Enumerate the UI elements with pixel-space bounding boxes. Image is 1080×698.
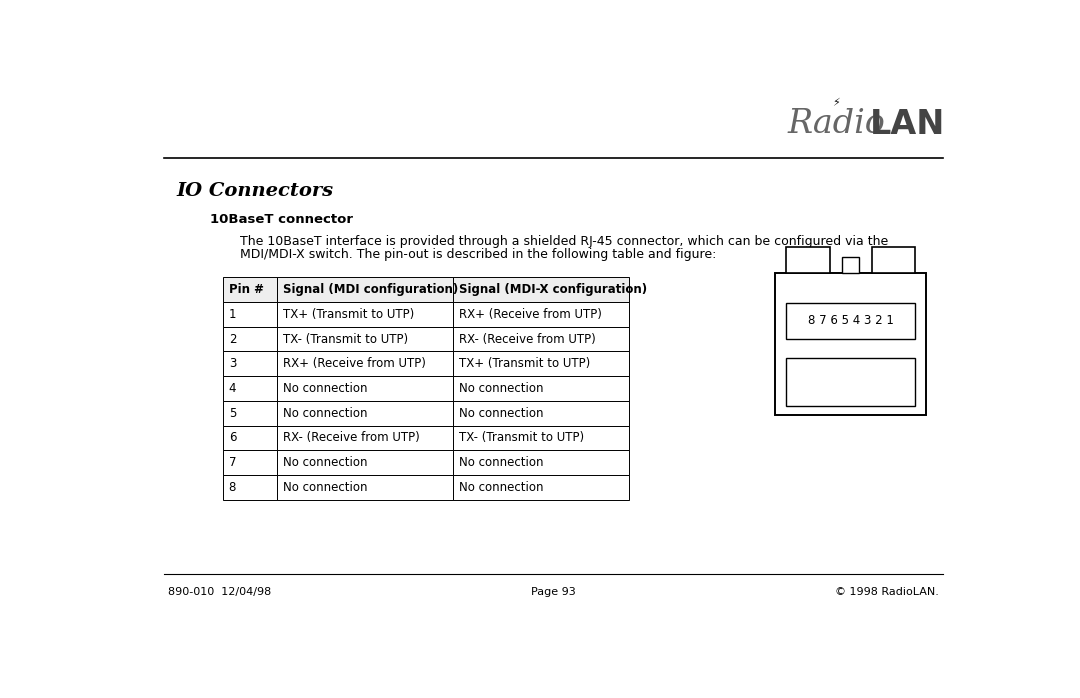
Text: The 10BaseT interface is provided through a shielded RJ-45 connector, which can : The 10BaseT interface is provided throug… — [240, 235, 888, 248]
Bar — [786, 302, 915, 339]
Text: 8 7 6 5 4 3 2 1: 8 7 6 5 4 3 2 1 — [808, 314, 893, 327]
Text: No connection: No connection — [459, 456, 543, 469]
Text: Pin #: Pin # — [229, 283, 264, 296]
Text: RX+ (Receive from UTP): RX+ (Receive from UTP) — [459, 308, 602, 321]
Text: No connection: No connection — [283, 481, 367, 494]
Text: 8: 8 — [229, 481, 237, 494]
Bar — [454, 277, 629, 302]
Text: IO Connectors: IO Connectors — [177, 182, 334, 200]
Text: Radio: Radio — [788, 108, 886, 140]
Bar — [222, 475, 278, 500]
Text: 890-010  12/04/98: 890-010 12/04/98 — [168, 586, 272, 597]
Text: 10BaseT connector: 10BaseT connector — [211, 213, 353, 225]
Bar — [222, 450, 278, 475]
Bar — [775, 273, 926, 415]
Bar — [454, 450, 629, 475]
Text: TX+ (Transmit to UTP): TX+ (Transmit to UTP) — [283, 308, 415, 321]
Text: TX+ (Transmit to UTP): TX+ (Transmit to UTP) — [459, 357, 590, 370]
Bar — [454, 401, 629, 426]
Text: 2: 2 — [229, 332, 237, 346]
Text: No connection: No connection — [459, 382, 543, 395]
Bar — [872, 247, 915, 273]
Text: © 1998 RadioLAN.: © 1998 RadioLAN. — [835, 586, 939, 597]
Bar — [454, 351, 629, 376]
Text: Signal (MDI configuration): Signal (MDI configuration) — [283, 283, 458, 296]
Bar — [454, 327, 629, 351]
Bar — [222, 376, 278, 401]
Bar — [454, 376, 629, 401]
Bar — [278, 401, 454, 426]
Text: RX- (Receive from UTP): RX- (Receive from UTP) — [459, 332, 596, 346]
Text: ⚡: ⚡ — [833, 98, 840, 109]
Bar — [278, 302, 454, 327]
Text: Signal (MDI-X configuration): Signal (MDI-X configuration) — [459, 283, 647, 296]
Bar — [454, 475, 629, 500]
Bar — [278, 327, 454, 351]
Bar — [786, 247, 829, 273]
Bar — [222, 277, 278, 302]
Bar — [454, 302, 629, 327]
Text: TX- (Transmit to UTP): TX- (Transmit to UTP) — [459, 431, 584, 445]
Text: 6: 6 — [229, 431, 237, 445]
Text: Page 93: Page 93 — [531, 586, 576, 597]
Bar — [222, 327, 278, 351]
Text: 4: 4 — [229, 382, 237, 395]
Bar — [278, 277, 454, 302]
Bar — [278, 426, 454, 450]
Text: No connection: No connection — [283, 407, 367, 419]
Bar — [454, 426, 629, 450]
Text: 7: 7 — [229, 456, 237, 469]
Text: No connection: No connection — [459, 407, 543, 419]
Text: 1: 1 — [229, 308, 237, 321]
Bar — [222, 426, 278, 450]
Text: RX- (Receive from UTP): RX- (Receive from UTP) — [283, 431, 420, 445]
Text: No connection: No connection — [459, 481, 543, 494]
Bar — [786, 358, 915, 406]
Bar — [278, 351, 454, 376]
Bar — [222, 302, 278, 327]
Bar — [278, 475, 454, 500]
Text: TX- (Transmit to UTP): TX- (Transmit to UTP) — [283, 332, 408, 346]
Text: 3: 3 — [229, 357, 237, 370]
Text: RX+ (Receive from UTP): RX+ (Receive from UTP) — [283, 357, 426, 370]
Bar — [842, 257, 859, 273]
Bar — [222, 351, 278, 376]
Text: 5: 5 — [229, 407, 237, 419]
Bar — [278, 376, 454, 401]
Bar — [278, 450, 454, 475]
Text: No connection: No connection — [283, 456, 367, 469]
Text: LAN: LAN — [869, 107, 945, 140]
Bar — [222, 401, 278, 426]
Text: MDI/MDI-X switch. The pin-out is described in the following table and figure:: MDI/MDI-X switch. The pin-out is describ… — [240, 248, 716, 261]
Text: No connection: No connection — [283, 382, 367, 395]
